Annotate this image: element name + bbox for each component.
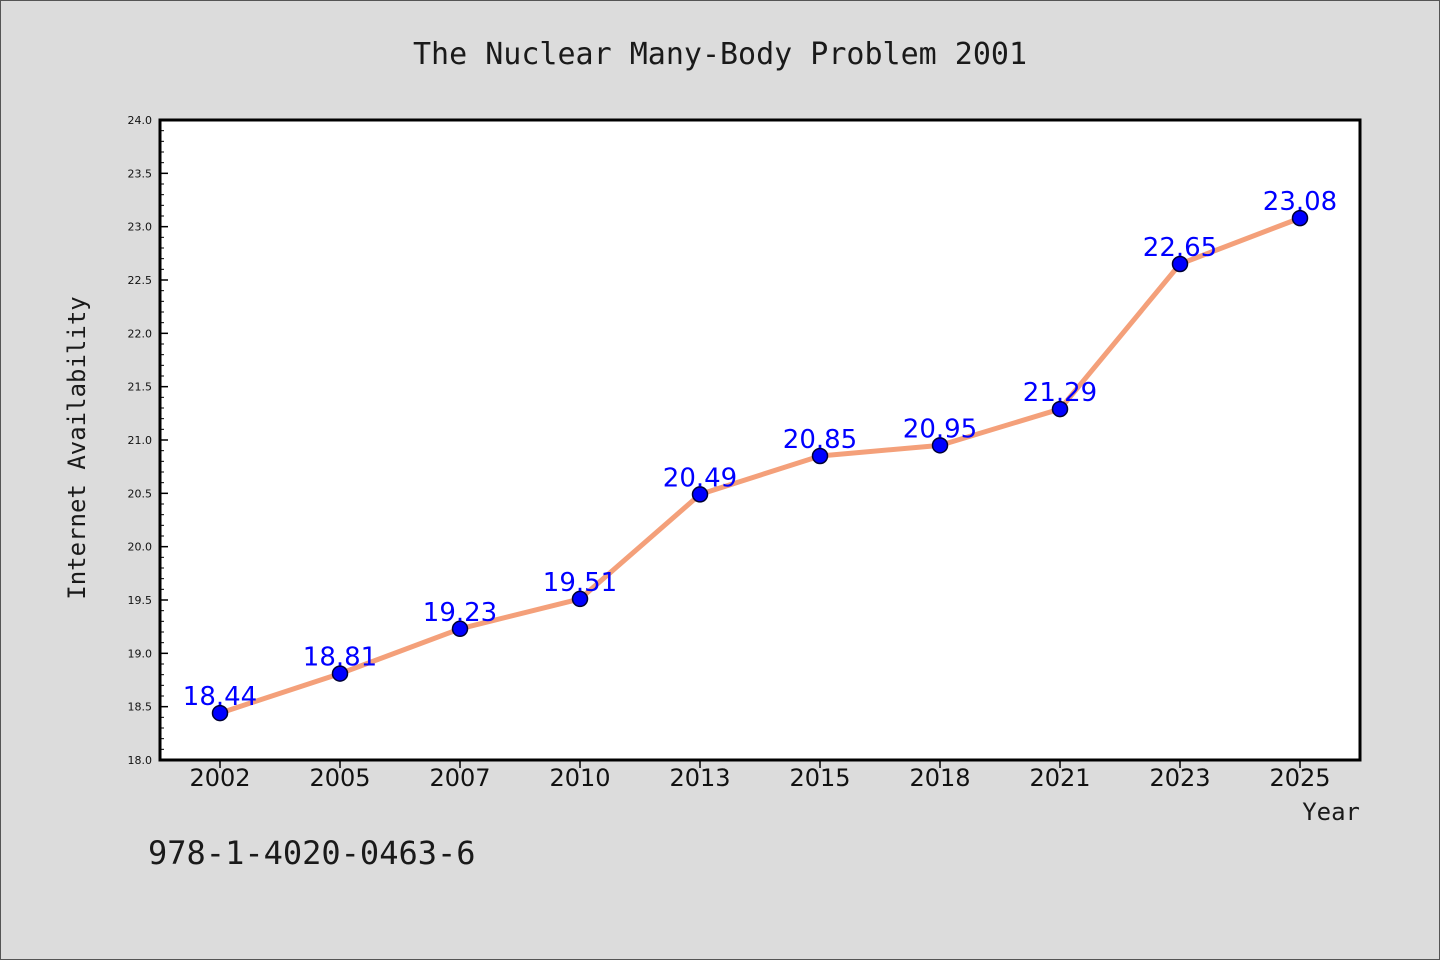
x-tick-label: 2018 [909,764,970,792]
x-axis-label: Year [1302,798,1360,826]
y-tick-label: 20.0 [128,541,153,554]
y-axis-label: Internet Availability [63,296,91,599]
y-tick-label: 22.0 [128,327,153,340]
data-label-2013: 20.49 [663,463,737,493]
y-tick-label: 18.5 [128,701,153,714]
data-point-2023 [1171,255,1189,273]
data-label-2023: 22.65 [1143,233,1217,263]
data-point-2007 [451,620,469,638]
y-tick-label: 20.5 [128,487,153,500]
x-tick-label: 2005 [309,764,370,792]
data-label-2005: 18.81 [303,643,377,673]
data-label-2021: 21.29 [1023,378,1097,408]
series-path [217,215,1303,716]
data-label-2018: 20.95 [903,414,977,444]
y-tick-label: 21.5 [128,381,153,394]
data-point-2018 [931,437,949,454]
series-line [211,209,1309,722]
data-label-2007: 19.23 [423,598,497,628]
x-tick-label: 2013 [669,764,730,792]
data-point-2013 [691,486,709,503]
data-point-2021 [1051,400,1069,418]
y-tick-label: 22.5 [128,274,153,287]
y-tick-label: 18.0 [128,754,153,767]
data-point-2010 [571,590,589,608]
data-point-2015 [811,447,829,465]
data-label-2002: 18.44 [183,682,257,712]
y-tick-label: 19.5 [128,594,153,607]
x-axis: 2002 2005 2007 2010 2013 2015 2018 2021 2023 2025 [189,760,1331,792]
y-tick-label: 23.5 [128,167,153,180]
data-point-2002 [211,704,229,722]
y-tick-label: 21.0 [128,434,153,447]
x-tick-label: 2007 [429,764,490,792]
isbn-annotation: 978-1-4020-0463-6 [148,834,476,872]
x-tick-label: 2023 [1149,764,1210,792]
data-label-2025: 23.08 [1263,187,1337,217]
x-tick-label: 2002 [189,764,250,792]
y-axis: 18.0 18.5 19.0 19.5 20.0 20.5 21.0 21.5 22.0 22.5… [128,114,168,767]
x-tick-label: 2025 [1269,764,1330,792]
data-point-2005 [331,665,349,682]
plot-area [158,118,1362,762]
y-tick-label: 23.0 [128,221,153,234]
data-labels: 18.44 18.81 19.23 19.51 20.49 20.85 20.95 21.29… [183,187,1337,712]
x-tick-label: 2010 [549,764,610,792]
chart-title: The Nuclear Many-Body Problem 2001 [413,37,1027,72]
y-tick-label: 19.0 [128,647,153,660]
data-point-2025 [1291,209,1309,227]
y-tick-label: 24.0 [128,114,153,127]
x-tick-label: 2021 [1029,764,1090,792]
data-label-2010: 19.51 [543,568,617,598]
data-label-2015: 20.85 [783,425,857,455]
x-tick-label: 2015 [789,764,850,792]
